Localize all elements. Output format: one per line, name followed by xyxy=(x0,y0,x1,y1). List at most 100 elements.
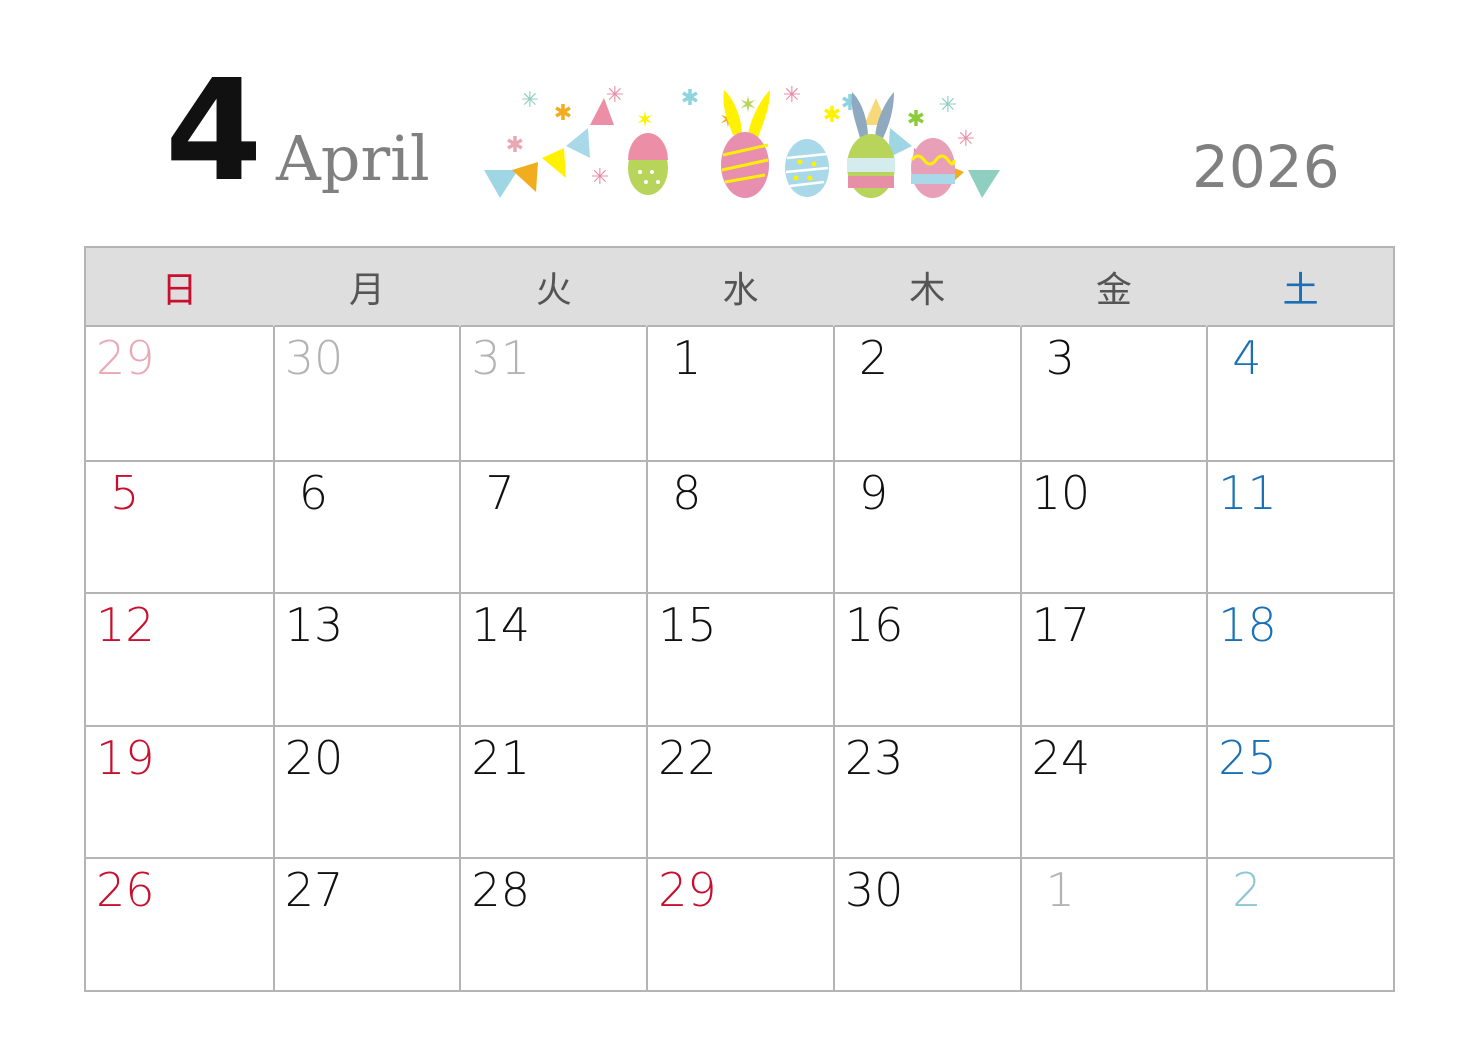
day-number: 7 xyxy=(485,465,515,520)
day-number: 30 xyxy=(284,331,344,385)
month-name: April xyxy=(276,122,430,195)
day-number: 1 xyxy=(672,331,702,385)
day-number: 27 xyxy=(284,863,344,918)
day-number: 9 xyxy=(858,465,889,520)
svg-text:✳: ✳ xyxy=(606,83,624,108)
day-number: 6 xyxy=(298,465,328,520)
day-cell[interactable]: 2 xyxy=(832,327,1020,460)
day-number: 12 xyxy=(96,598,155,653)
day-number: 8 xyxy=(672,465,702,520)
day-number: 13 xyxy=(284,598,344,653)
year: 2026 xyxy=(1192,133,1340,201)
day-cell[interactable]: 28 xyxy=(459,857,647,990)
day-cell[interactable]: 14 xyxy=(459,592,647,725)
day-cell[interactable]: 20 xyxy=(272,724,460,858)
easter-eggs-bunting-illustration: ✳✱ ✱✳ ✳✶ ✱✶ ✶✳ ✱✱ ✱✱ ✳✳ xyxy=(484,83,1000,198)
day-number: 20 xyxy=(284,730,344,785)
day-number: 28 xyxy=(471,863,530,918)
day-number: 30 xyxy=(844,863,904,918)
day-cell[interactable]: 16 xyxy=(832,592,1020,725)
svg-text:✳: ✳ xyxy=(939,93,957,118)
day-cell[interactable]: 30 xyxy=(832,857,1020,990)
egg-green-pink-icon xyxy=(628,133,668,195)
day-cell[interactable]: 26 xyxy=(86,857,273,990)
day-number: 16 xyxy=(844,598,904,653)
day-cell[interactable]: 7 xyxy=(459,459,647,593)
day-cell[interactable]: 1 xyxy=(646,327,833,460)
day-number: 4 xyxy=(1232,331,1262,385)
day-cell[interactable]: 2 xyxy=(1206,857,1393,990)
weekday-header: 月 xyxy=(272,248,460,327)
svg-text:✱: ✱ xyxy=(823,103,841,128)
day-number: 10 xyxy=(1031,465,1091,520)
day-cell[interactable]: 5 xyxy=(86,459,273,593)
day-cell[interactable]: 12 xyxy=(86,592,273,725)
day-number: 26 xyxy=(96,863,155,918)
svg-text:✶: ✶ xyxy=(636,108,654,133)
day-cell[interactable]: 31 xyxy=(459,327,646,460)
day-cell[interactable]: 18 xyxy=(1206,592,1393,725)
day-cell[interactable]: 21 xyxy=(459,724,647,858)
day-number: 3 xyxy=(1045,331,1075,385)
day-number: 1 xyxy=(1045,863,1075,918)
day-number: 15 xyxy=(658,598,717,653)
bunny-egg-green-icon xyxy=(847,92,895,198)
day-cell[interactable]: 22 xyxy=(646,724,833,858)
day-cell[interactable]: 29 xyxy=(86,327,273,460)
day-cell[interactable]: 13 xyxy=(272,592,460,725)
day-cell[interactable]: 29 xyxy=(646,857,833,990)
weekday-header: 金 xyxy=(1019,248,1207,327)
day-cell[interactable]: 15 xyxy=(646,592,833,725)
month-number: 4 xyxy=(165,50,263,213)
day-cell[interactable]: 1 xyxy=(1019,857,1207,990)
day-number: 19 xyxy=(96,730,155,785)
day-number: 31 xyxy=(471,331,530,385)
weekday-header: 木 xyxy=(832,248,1020,327)
day-number: 2 xyxy=(1232,863,1262,918)
weekday-header: 水 xyxy=(646,248,833,327)
day-cell[interactable]: 11 xyxy=(1206,459,1393,593)
day-number: 25 xyxy=(1218,730,1277,785)
day-number: 14 xyxy=(471,598,530,653)
bunting-left-icon xyxy=(484,98,614,198)
svg-text:✱: ✱ xyxy=(681,86,699,111)
svg-text:✳: ✳ xyxy=(783,83,801,108)
day-cell[interactable]: 4 xyxy=(1206,327,1393,460)
day-cell[interactable]: 19 xyxy=(86,724,273,858)
egg-blue-dots-icon xyxy=(785,139,829,197)
day-number: 22 xyxy=(658,730,717,785)
day-number: 11 xyxy=(1218,465,1277,520)
day-cell[interactable]: 6 xyxy=(272,459,460,593)
svg-text:✳: ✳ xyxy=(521,88,539,113)
day-cell[interactable]: 27 xyxy=(272,857,460,990)
day-cell[interactable]: 17 xyxy=(1019,592,1207,725)
weekday-header: 火 xyxy=(459,248,647,327)
svg-text:✱: ✱ xyxy=(907,107,925,132)
svg-text:✱: ✱ xyxy=(506,133,524,158)
svg-text:✶: ✶ xyxy=(739,93,757,118)
day-number: 18 xyxy=(1218,598,1277,653)
svg-text:✳: ✳ xyxy=(591,165,609,190)
day-cell[interactable]: 23 xyxy=(832,724,1020,858)
egg-pink-zigzag-icon xyxy=(910,138,956,198)
day-number: 2 xyxy=(858,331,889,385)
day-cell[interactable]: 8 xyxy=(646,459,833,593)
day-cell[interactable]: 25 xyxy=(1206,724,1393,858)
day-cell[interactable]: 10 xyxy=(1019,459,1207,593)
bunny-egg-pink-icon xyxy=(721,90,770,198)
svg-text:✳: ✳ xyxy=(957,127,975,152)
day-cell[interactable]: 9 xyxy=(832,459,1020,593)
day-number: 21 xyxy=(471,730,530,785)
day-cell[interactable]: 30 xyxy=(272,327,460,460)
day-number: 17 xyxy=(1031,598,1091,653)
day-number: 29 xyxy=(658,863,717,918)
day-number: 29 xyxy=(96,331,155,385)
day-cell[interactable]: 3 xyxy=(1019,327,1207,460)
svg-text:✱: ✱ xyxy=(554,101,572,126)
day-cell[interactable]: 24 xyxy=(1019,724,1207,858)
weekday-header: 日 xyxy=(86,248,273,327)
day-number: 24 xyxy=(1031,730,1091,785)
day-number: 23 xyxy=(844,730,904,785)
day-number: 5 xyxy=(110,465,140,520)
calendar-grid: 日月火水木金土 29 30 31 1 2 3 4 5 6 7 8 9 10 11 12 13 14 15 16 17 18… xyxy=(84,246,1395,992)
